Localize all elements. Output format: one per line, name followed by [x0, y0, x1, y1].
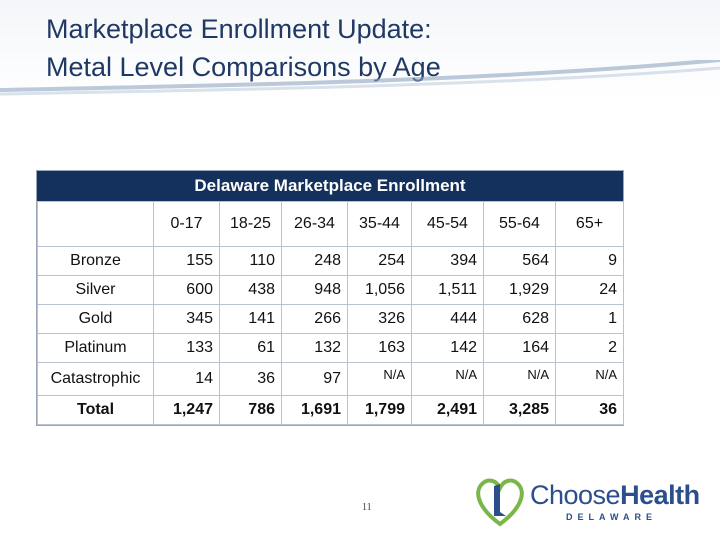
table-cell: 248	[281, 246, 348, 276]
choose-health-delaware-logo: ChooseHealth DELAWARE	[470, 472, 702, 528]
slide-title-line-1: Marketplace Enrollment Update:	[46, 14, 432, 44]
table-row: Platinum 133 61 132 163 142 164 2	[37, 333, 624, 363]
table-cell: 1,247	[153, 395, 220, 425]
column-header: 65+	[555, 201, 624, 247]
table-row: Silver 600 438 948 1,056 1,511 1,929 24	[37, 275, 624, 305]
table-row: Total 1,247 786 1,691 1,799 2,491 3,285 36	[37, 395, 624, 425]
table-cell: 254	[347, 246, 412, 276]
title-area: Marketplace Enrollment Update: Metal Lev…	[0, 0, 720, 100]
column-header: 55-64	[483, 201, 556, 247]
table-row: Catastrophic 14 36 97 N/A N/A N/A N/A	[37, 362, 624, 396]
table-cell: 1	[555, 304, 624, 334]
slide-title: Marketplace Enrollment Update: Metal Lev…	[46, 10, 441, 86]
table-cell: 133	[153, 333, 220, 363]
table-cell: 786	[219, 395, 282, 425]
table-cell: 1,691	[281, 395, 348, 425]
enrollment-table: Delaware Marketplace Enrollment 0-17 18-2…	[36, 170, 624, 426]
column-header: 26-34	[281, 201, 348, 247]
column-header: 0-17	[153, 201, 220, 247]
table-cell: 97	[281, 362, 348, 396]
row-label: Bronze	[37, 246, 154, 276]
delaware-heart-logo-icon	[476, 478, 524, 527]
table-cell: 948	[281, 275, 348, 305]
table-cell: 163	[347, 333, 412, 363]
table-cell: 1,056	[347, 275, 412, 305]
table-cell: 2	[555, 333, 624, 363]
table-cell: 444	[411, 304, 484, 334]
table-header: Delaware Marketplace Enrollment	[37, 171, 623, 201]
page-number: 11	[362, 502, 372, 513]
logo-wordmark: ChooseHealth	[530, 480, 700, 511]
table-cell: 394	[411, 246, 484, 276]
table-cell: 14	[153, 362, 220, 396]
table-cell: 438	[219, 275, 282, 305]
title-swoosh-decoration	[0, 60, 720, 96]
row-label: Platinum	[37, 333, 154, 363]
column-header-row: 0-17 18-25 26-34 35-44 45-54 55-64 65+	[37, 201, 624, 247]
table-cell: N/A	[347, 362, 412, 396]
column-header-empty	[37, 201, 154, 247]
row-label: Silver	[37, 275, 154, 305]
logo-subtitle: DELAWARE	[566, 512, 658, 522]
table-cell: 628	[483, 304, 556, 334]
table-row: Bronze 155 110 248 254 394 564 9	[37, 246, 624, 276]
table-cell: 600	[153, 275, 220, 305]
row-label: Gold	[37, 304, 154, 334]
table-cell: 164	[483, 333, 556, 363]
logo-wordmark-choose: Choose	[530, 480, 621, 510]
table-cell: 9	[555, 246, 624, 276]
column-header: 18-25	[219, 201, 282, 247]
table-cell: 142	[411, 333, 484, 363]
column-header: 35-44	[347, 201, 412, 247]
table-cell: 345	[153, 304, 220, 334]
table-cell: N/A	[483, 362, 556, 396]
row-label: Total	[37, 395, 154, 425]
table-cell: 266	[281, 304, 348, 334]
table-cell: N/A	[555, 362, 624, 396]
logo-wordmark-health: Health	[620, 480, 700, 510]
enrollment-grid: 0-17 18-25 26-34 35-44 45-54 55-64 65+ Bronze 1…	[37, 201, 624, 425]
table-cell: 24	[555, 275, 624, 305]
table-cell: 132	[281, 333, 348, 363]
table-cell: 61	[219, 333, 282, 363]
table-cell: 1,799	[347, 395, 412, 425]
table-cell: 2,491	[411, 395, 484, 425]
column-header: 45-54	[411, 201, 484, 247]
table-cell: 564	[483, 246, 556, 276]
table-cell: N/A	[411, 362, 484, 396]
row-label: Catastrophic	[37, 362, 154, 396]
table-cell: 110	[219, 246, 282, 276]
table-cell: 155	[153, 246, 220, 276]
table-cell: 1,511	[411, 275, 484, 305]
table-row: Gold 345 141 266 326 444 628 1	[37, 304, 624, 334]
table-cell: 141	[219, 304, 282, 334]
slide-title-line-2: Metal Level Comparisons by Age	[46, 52, 441, 82]
table-cell: 3,285	[483, 395, 556, 425]
table-cell: 326	[347, 304, 412, 334]
table-cell: 36	[555, 395, 624, 425]
table-cell: 1,929	[483, 275, 556, 305]
table-cell: 36	[219, 362, 282, 396]
